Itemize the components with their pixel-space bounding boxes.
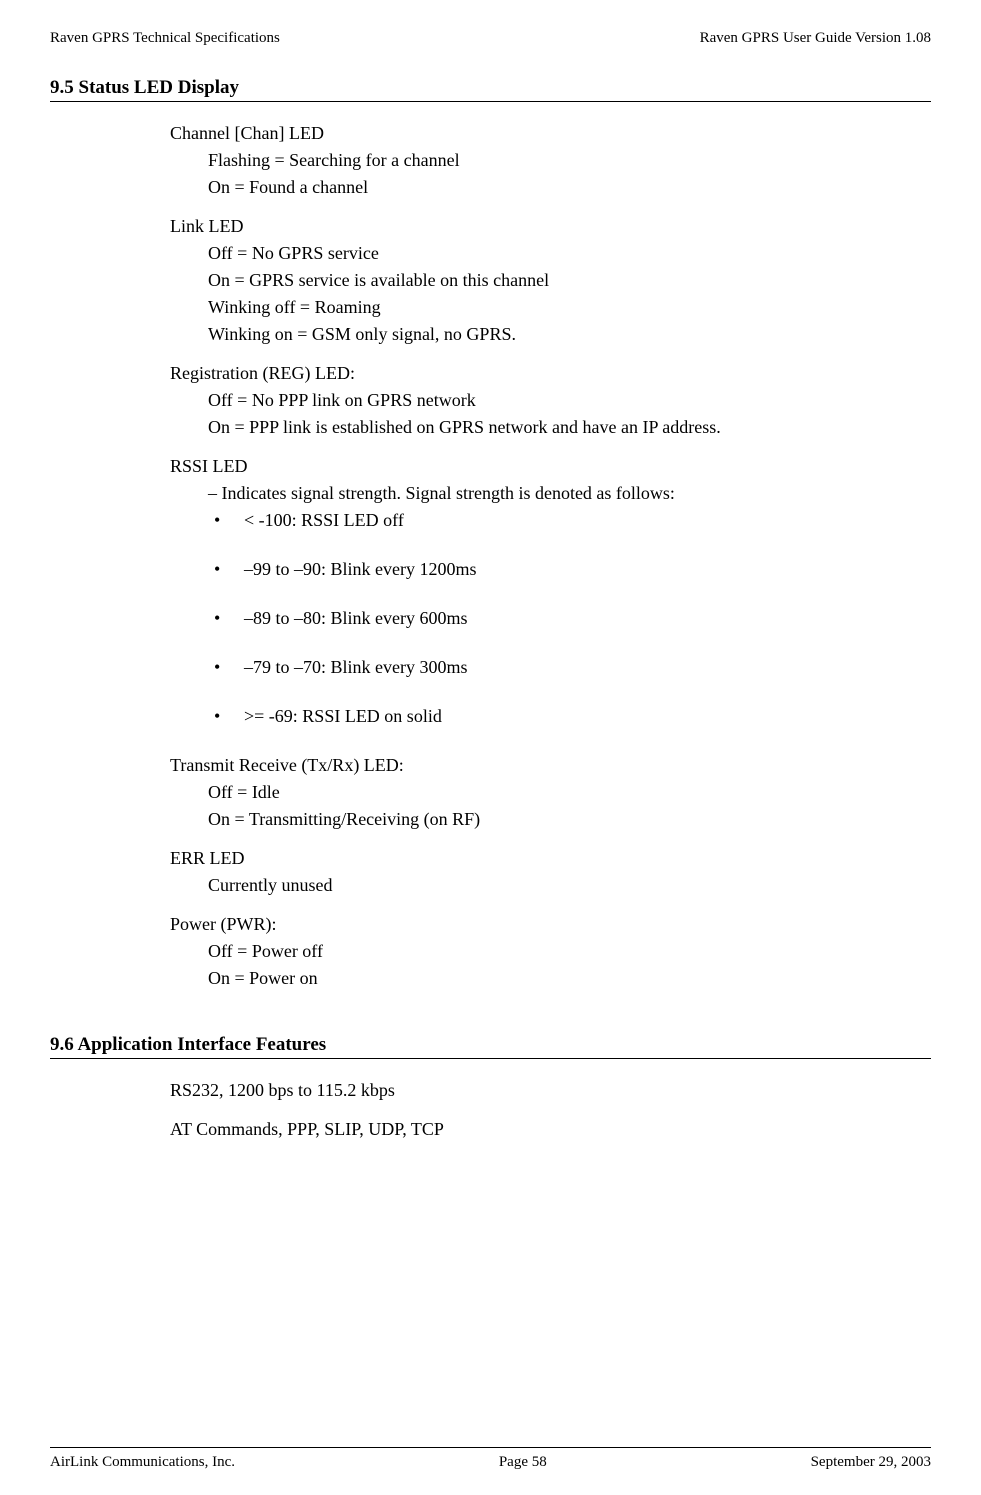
link-led-title: Link LED [170,213,931,240]
txrx-led-detail-1: Off = Idle [208,779,931,806]
chan-led-group: Channel [Chan] LED Flashing = Searching … [170,120,931,201]
reg-led-group: Registration (REG) LED: Off = No PPP lin… [170,360,931,441]
section-9-6-heading: 9.6 Application Interface Features [50,1034,931,1059]
reg-led-detail-2: On = PPP link is established on GPRS net… [208,414,931,441]
link-led-detail-2: On = GPRS service is available on this c… [208,267,931,294]
section-9-5-body: Channel [Chan] LED Flashing = Searching … [170,120,931,992]
chan-led-detail-1: Flashing = Searching for a channel [208,147,931,174]
reg-led-title: Registration (REG) LED: [170,360,931,387]
err-led-detail-1: Currently unused [208,872,931,899]
rssi-led-title: RSSI LED [170,453,931,480]
pwr-led-detail-1: Off = Power off [208,938,931,965]
footer-right: September 29, 2003 [811,1454,931,1471]
rssi-led-group: RSSI LED – Indicates signal strength. Si… [170,453,931,730]
link-led-group: Link LED Off = No GPRS service On = GPRS… [170,213,931,348]
rssi-bullet-1: < -100: RSSI LED off [208,507,931,534]
rssi-bullet-list: < -100: RSSI LED off –99 to –90: Blink e… [208,507,931,730]
header-left: Raven GPRS Technical Specifications [50,30,280,47]
link-led-detail-3: Winking off = Roaming [208,294,931,321]
section-9-5-heading: 9.5 Status LED Display [50,77,931,102]
pwr-led-title: Power (PWR): [170,911,931,938]
txrx-led-title: Transmit Receive (Tx/Rx) LED: [170,752,931,779]
rssi-led-intro: – Indicates signal strength. Signal stre… [208,480,931,507]
txrx-led-group: Transmit Receive (Tx/Rx) LED: Off = Idle… [170,752,931,833]
link-led-detail-4: Winking on = GSM only signal, no GPRS. [208,321,931,348]
reg-led-detail-1: Off = No PPP link on GPRS network [208,387,931,414]
feature-line-2: AT Commands, PPP, SLIP, UDP, TCP [170,1116,931,1143]
err-led-group: ERR LED Currently unused [170,845,931,899]
chan-led-title: Channel [Chan] LED [170,120,931,147]
page-footer: AirLink Communications, Inc. Page 58 Sep… [50,1447,931,1471]
header-right: Raven GPRS User Guide Version 1.08 [700,30,931,47]
rssi-bullet-3: –89 to –80: Blink every 600ms [208,605,931,632]
err-led-title: ERR LED [170,845,931,872]
pwr-led-group: Power (PWR): Off = Power off On = Power … [170,911,931,992]
footer-left: AirLink Communications, Inc. [50,1454,235,1471]
section-9-6-body: RS232, 1200 bps to 115.2 kbps AT Command… [170,1077,931,1143]
chan-led-detail-2: On = Found a channel [208,174,931,201]
feature-line-1: RS232, 1200 bps to 115.2 kbps [170,1077,931,1104]
txrx-led-detail-2: On = Transmitting/Receiving (on RF) [208,806,931,833]
pwr-led-detail-2: On = Power on [208,965,931,992]
footer-center: Page 58 [499,1454,547,1471]
rssi-bullet-2: –99 to –90: Blink every 1200ms [208,556,931,583]
rssi-bullet-4: –79 to –70: Blink every 300ms [208,654,931,681]
page-header: Raven GPRS Technical Specifications Rave… [50,30,931,47]
rssi-bullet-5: >= -69: RSSI LED on solid [208,703,931,730]
link-led-detail-1: Off = No GPRS service [208,240,931,267]
